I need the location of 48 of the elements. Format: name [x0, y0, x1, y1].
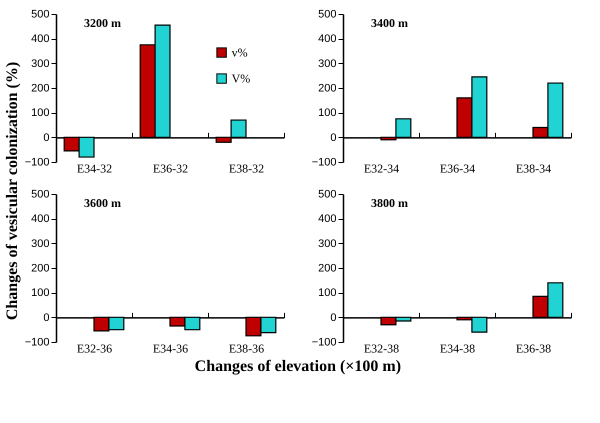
y-tick-label: 200 — [31, 82, 50, 94]
y-tick-label: 500 — [31, 188, 50, 200]
x-tick-label: E38-34 — [516, 162, 552, 176]
chart-title: 3200 m — [84, 16, 121, 30]
y-tick-label: 100 — [31, 287, 50, 300]
y-tick-label: 500 — [318, 188, 336, 200]
y-tick-label: 0 — [43, 312, 50, 324]
y-tick-label: 500 — [31, 8, 50, 20]
y-tick-label: 0 — [43, 132, 50, 144]
y-tick-label: 100 — [318, 287, 336, 300]
y-tick-label: 0 — [330, 132, 336, 144]
x-tick-label: E32-38 — [364, 342, 400, 356]
y-tick-label: −100 — [312, 156, 336, 168]
legend-label: V% — [232, 72, 250, 86]
x-tick-label: E34-36 — [152, 342, 188, 356]
y-tick-label: 0 — [330, 312, 336, 324]
y-tick-label: 200 — [318, 82, 336, 94]
y-tick-label: 400 — [31, 33, 50, 46]
y-tick-label: 400 — [318, 33, 336, 46]
x-tick-label: E38-36 — [228, 342, 264, 356]
y-tick-label: 300 — [31, 238, 50, 250]
x-tick-label: E38-32 — [228, 162, 264, 176]
y-tick-label: −100 — [312, 336, 336, 348]
y-tick-label: 300 — [318, 238, 336, 250]
y-tick-label: 100 — [318, 107, 336, 120]
y-axis-title: Changes of vesicular colonization (%) — [4, 62, 22, 320]
x-tick-label: E34-32 — [76, 162, 112, 176]
y-tick-label: 500 — [318, 8, 336, 20]
x-tick-label: E34-38 — [440, 342, 476, 356]
y-tick-label: 200 — [318, 262, 336, 274]
x-tick-label: E32-34 — [364, 162, 400, 176]
x-tick-label: E32-36 — [76, 342, 112, 356]
y-tick-label: −100 — [24, 336, 50, 348]
y-tick-label: 400 — [31, 213, 50, 226]
chart-title: 3600 m — [84, 196, 121, 210]
y-tick-label: 300 — [318, 58, 336, 70]
y-tick-label: 300 — [31, 58, 50, 70]
x-axis-title: Changes of elevation (×100 m) — [194, 358, 402, 375]
x-tick-label: E36-38 — [516, 342, 552, 356]
x-tick-label: E36-32 — [152, 162, 188, 176]
legend-label: v% — [232, 46, 248, 60]
y-tick-label: 100 — [31, 107, 50, 120]
x-tick-label: E36-34 — [440, 162, 476, 176]
y-tick-label: 400 — [318, 213, 336, 226]
chart-title: 3800 m — [371, 196, 408, 210]
y-tick-label: −100 — [24, 156, 50, 168]
chart-title: 3400 m — [371, 16, 408, 30]
y-tick-label: 200 — [31, 262, 50, 274]
